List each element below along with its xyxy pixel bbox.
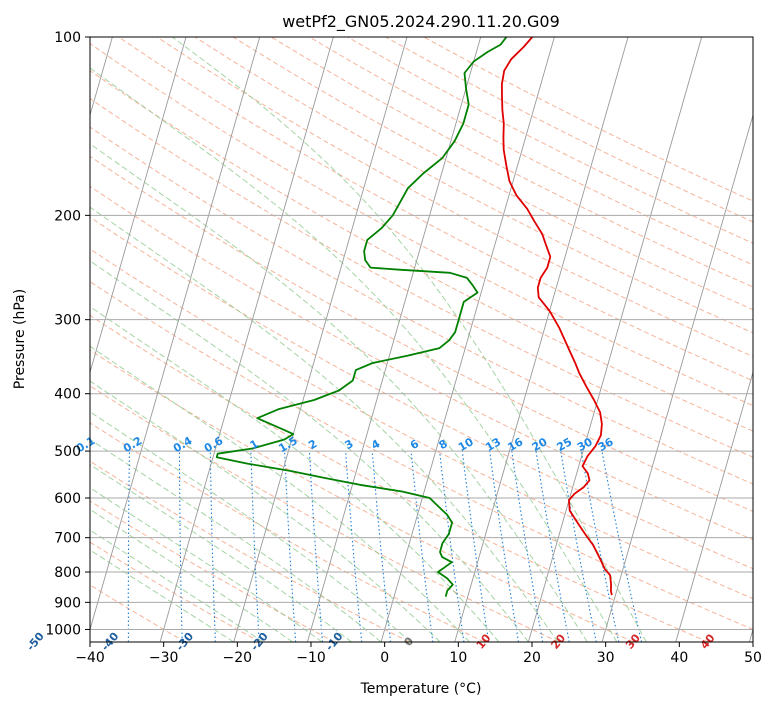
dry-adiabat xyxy=(90,281,753,630)
isotherm xyxy=(306,37,482,642)
x-tick-label: −30 xyxy=(149,650,179,666)
moist-adiabat xyxy=(90,380,441,642)
mixing-ratio-line xyxy=(439,451,465,642)
isotherm xyxy=(90,37,187,374)
y-tick-label: 400 xyxy=(54,387,81,403)
isotherm xyxy=(90,37,261,632)
isotherm xyxy=(601,113,753,642)
moist-adiabat xyxy=(90,411,411,642)
y-axis-ticks: 100 200 300 400 500 600 700 800 900 1000 xyxy=(45,30,90,638)
y-tick-label: 1000 xyxy=(45,622,81,638)
dry-adiabat xyxy=(90,385,559,642)
mixing-ratio-line xyxy=(371,451,392,642)
moist-adiabat xyxy=(90,260,529,642)
x-tick-label: 50 xyxy=(744,650,762,666)
moist-adiabat xyxy=(90,529,264,642)
moist-adiabat xyxy=(90,67,618,642)
dry-adiabat xyxy=(90,248,753,600)
y-tick-label: 700 xyxy=(54,531,81,547)
isotherm xyxy=(454,37,629,642)
y-tick-label: 900 xyxy=(54,595,81,611)
dry-adiabat xyxy=(90,500,335,642)
x-tick-label: −10 xyxy=(296,650,326,666)
x-tick-label: 10 xyxy=(449,650,467,666)
dry-adiabat xyxy=(90,584,186,642)
y-tick-label: 800 xyxy=(54,565,81,581)
x-axis-label: Temperature (°C) xyxy=(360,681,482,697)
y-axis-label: Pressure (hPa) xyxy=(12,289,28,389)
x-axis-ticks: −40 −30 −20 −10 0 10 20 30 40 50 xyxy=(75,642,762,666)
mixing-ratio-line xyxy=(580,451,620,642)
x-tick-label: −20 xyxy=(223,650,253,666)
moist-adiabat xyxy=(90,438,382,642)
plot-background xyxy=(90,37,753,642)
y-tick-label: 300 xyxy=(54,313,81,329)
moist-adiabat xyxy=(90,463,352,642)
moist-adiabat xyxy=(90,206,559,642)
y-tick-label: 100 xyxy=(54,30,81,46)
isotherm xyxy=(233,37,408,642)
x-tick-label: 30 xyxy=(597,650,615,666)
series-layer xyxy=(215,37,613,597)
y-tick-label: 500 xyxy=(54,444,81,460)
dewpoint-profile xyxy=(215,37,508,597)
x-tick-label: 0 xyxy=(380,650,389,666)
y-tick-label: 200 xyxy=(54,208,81,224)
y-tick-label: 600 xyxy=(54,491,81,507)
x-tick-label: 40 xyxy=(670,650,688,666)
dry-adiabat xyxy=(90,314,709,642)
dry-adiabat xyxy=(90,70,753,432)
moist-adiabat xyxy=(90,143,588,642)
isotherm xyxy=(380,37,555,642)
moist-adiabat xyxy=(90,508,293,642)
chart-title: wetPf2_GN05.2024.290.11.20.G09 xyxy=(282,12,560,32)
moist-adiabat xyxy=(172,37,647,642)
dry-adiabat xyxy=(90,42,753,407)
mixing-ratio-line xyxy=(489,451,520,642)
moist-adiabat xyxy=(90,345,470,642)
x-tick-label: 20 xyxy=(523,650,541,666)
dry-adiabat xyxy=(90,185,753,541)
dry-adiabat-label: -50 xyxy=(24,630,47,654)
dry-adiabat xyxy=(90,422,485,642)
mixing-ratio-line xyxy=(461,451,490,642)
mixing-ratio-line xyxy=(345,451,363,642)
isotherm xyxy=(159,37,334,642)
isotherm xyxy=(527,37,703,642)
moist-adiabat xyxy=(90,306,500,642)
isotherm xyxy=(675,370,753,642)
x-tick-label: −40 xyxy=(75,650,105,666)
mixing-ratio-line xyxy=(560,451,597,642)
moist-adiabat xyxy=(90,487,323,642)
temperature-profile xyxy=(501,37,613,596)
dry-adiabat xyxy=(90,349,634,642)
dry-adiabat xyxy=(90,97,753,458)
moist-adiabat xyxy=(90,549,234,642)
plot-frame xyxy=(89,36,754,643)
